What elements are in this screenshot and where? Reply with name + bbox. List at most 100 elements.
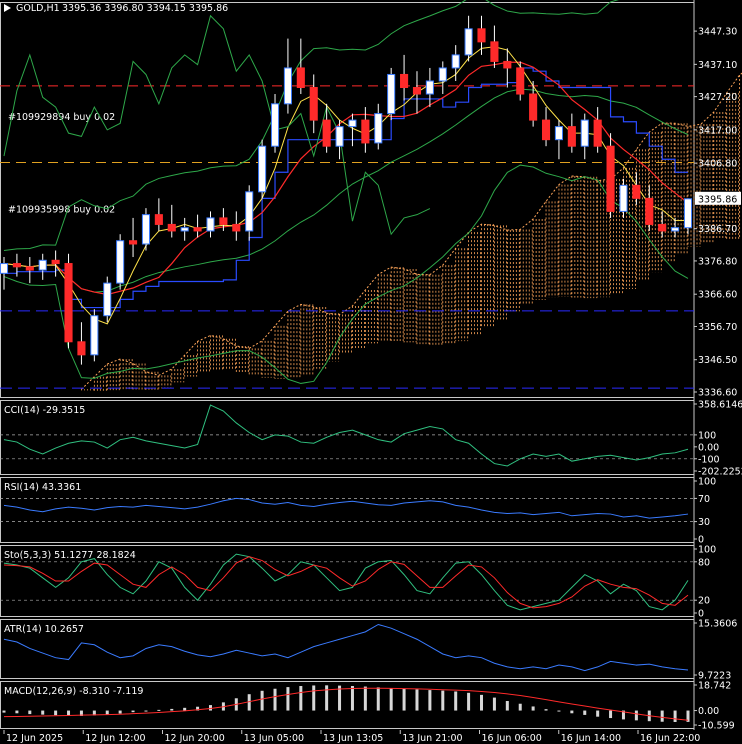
candle [12, 263, 21, 268]
atr-tick-label: 15.3606 [698, 619, 737, 630]
macd-label: MACD(12,26,9) -8.310 -7.119 [4, 686, 143, 697]
macd-bar [389, 688, 393, 711]
band-upper [3, 0, 619, 252]
macd-bar [454, 691, 458, 711]
price-tick-label: 3437.10 [698, 60, 737, 71]
macd-bar [92, 710, 96, 716]
macd-bar [286, 687, 290, 711]
candle [361, 119, 370, 144]
candle [129, 240, 138, 245]
atr-panel[interactable]: ATR(14) 10.2657 15.3606 9.7223 [3, 619, 737, 682]
band-lower [3, 164, 689, 384]
time-axis: 12 Jun 2025 12 Jun 12:00 12 Jun 20:00 13 Ju… [3, 730, 700, 744]
time-label: 16 Jun 06:00 [482, 733, 542, 744]
macd-bar [325, 685, 329, 711]
candle [309, 87, 318, 121]
cci-tick-label: 0.00 [698, 442, 719, 453]
candle [451, 54, 460, 69]
rsi-tick-label: 0 [698, 535, 704, 546]
macd-bar [621, 710, 625, 720]
cci-tick-label: -100 [698, 454, 720, 465]
price-tick-label: 3417.00 [698, 125, 737, 136]
macd-bar [544, 709, 548, 711]
price-tick-label: 3427.20 [698, 92, 737, 103]
rsi-label: RSI(14) 43.3361 [4, 482, 81, 493]
macd-bar [402, 688, 406, 711]
chikou-line [3, 14, 431, 236]
candle [606, 145, 615, 212]
candle [477, 28, 486, 43]
frame-rsi [0, 477, 695, 543]
candle [490, 41, 499, 62]
candle [116, 240, 125, 284]
price-tick-label: 3336.60 [698, 388, 737, 399]
macd-bar [105, 710, 109, 715]
macd-bar [131, 710, 135, 713]
macd-bar [15, 710, 19, 714]
candle [206, 217, 215, 232]
candle [245, 191, 254, 232]
main-price-panel[interactable]: #109929894 buy 0.02 #109935998 buy 0.02 34… [0, 0, 742, 399]
macd-bar [376, 687, 380, 711]
candle [593, 119, 602, 147]
time-label: 12 Jun 12:00 [85, 733, 145, 744]
band-middle [3, 88, 689, 293]
price-tick-label: 3356.70 [698, 322, 737, 333]
candle [154, 214, 163, 225]
candle [90, 315, 99, 356]
price-tick-label: 3366.60 [698, 290, 737, 301]
time-label: 13 Jun 21:00 [402, 733, 462, 744]
time-label: 12 Jun 20:00 [165, 733, 225, 744]
ohlc-readout: 3395.36 3396.80 3394.15 3395.86 [62, 3, 228, 14]
frame-atr [0, 619, 695, 679]
candle [529, 93, 538, 121]
atr-tick-label: 9.7223 [698, 671, 731, 682]
candle [567, 126, 576, 147]
macd-bar [634, 710, 638, 721]
sto-tick-label: 0 [698, 609, 704, 620]
macd-bar [363, 686, 367, 711]
rsi-panel[interactable]: RSI(14) 43.3361 100 70 30 0 [0, 477, 716, 546]
macd-bar [79, 710, 83, 717]
candle [503, 60, 512, 69]
cci-tick-label: -202.2252 [698, 467, 742, 478]
candle [671, 227, 680, 232]
macd-signal-line [3, 687, 689, 721]
price-tick-label: 3346.50 [698, 355, 737, 366]
sto-signal-line [3, 556, 689, 609]
macd-bar [505, 701, 509, 711]
dropdown-arrow-icon[interactable] [4, 4, 11, 12]
candle [258, 145, 267, 193]
time-label: 13 Jun 13:05 [323, 733, 383, 744]
macd-bar [208, 705, 212, 711]
macd-bar [609, 710, 613, 719]
order-label-1: #109929894 buy 0.02 [8, 112, 115, 123]
candle [658, 223, 667, 232]
candle [425, 80, 434, 95]
macd-bar [67, 710, 71, 716]
candle [283, 67, 292, 105]
order-label-2: #109935998 buy 0.02 [8, 204, 115, 215]
candle [374, 113, 383, 144]
candle [38, 259, 47, 271]
macd-panel[interactable]: MACD(12,26,9) -8.310 -7.119 18.742 0.00 -10… [2, 681, 735, 732]
candle [322, 119, 331, 147]
candle [180, 227, 189, 232]
macd-bar [260, 690, 264, 711]
sto-label: Sto(5,3,3) 51.1277 28.1824 [4, 550, 136, 561]
candle [580, 119, 589, 147]
time-label: 13 Jun 05:00 [244, 733, 304, 744]
atr-line [3, 623, 689, 672]
time-label: 12 Jun 2025 [6, 733, 63, 744]
current-price-label: 3395.86 [698, 194, 737, 205]
rsi-line [3, 497, 689, 519]
macd-bar [415, 689, 419, 711]
kijun-line [4, 67, 688, 309]
cci-tick-label: 358.6146 [698, 400, 742, 411]
candle [438, 67, 447, 82]
panel-frames [0, 0, 695, 730]
candle [0, 263, 9, 274]
